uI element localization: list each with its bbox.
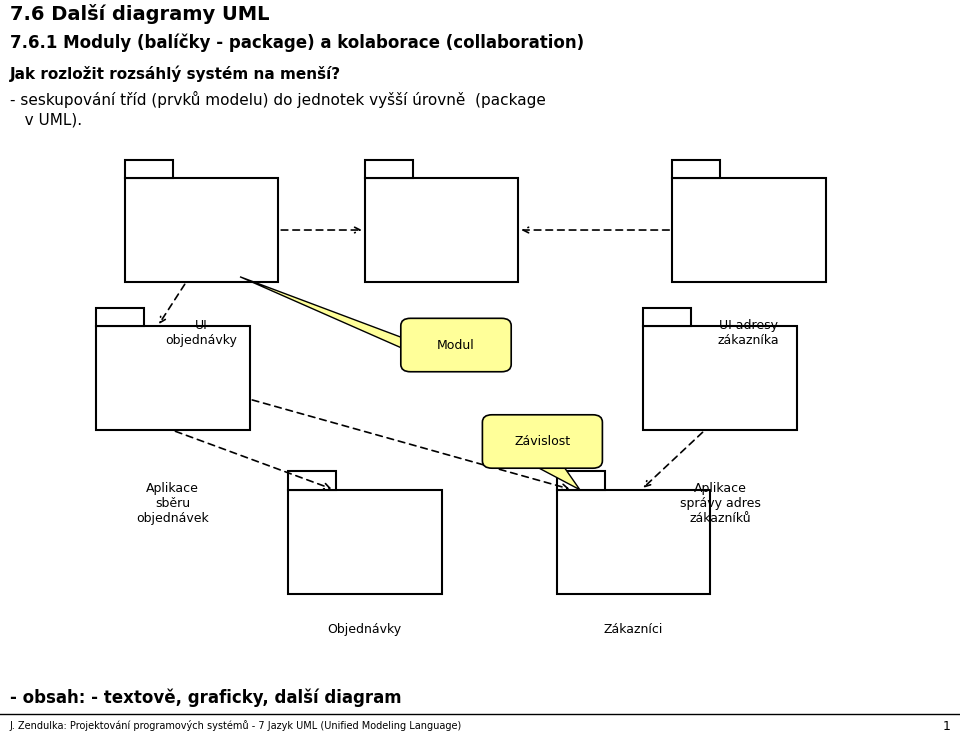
Text: Aplikace
správy adres
zákazníků: Aplikace správy adres zákazníků [680,482,760,525]
Text: AWT: AWT [427,319,456,332]
FancyBboxPatch shape [288,490,442,594]
Text: UI adresy
zákazníka: UI adresy zákazníka [718,319,780,347]
Text: Zákazníci: Zákazníci [604,623,663,637]
Text: J. Zendulka: Projektování programových systémů - 7 Jazyk UML (Unified Modeling L: J. Zendulka: Projektování programových s… [10,720,462,731]
Polygon shape [240,277,473,364]
Text: Modul: Modul [437,338,475,352]
Text: 7.6 Další diagramy UML: 7.6 Další diagramy UML [10,4,269,24]
FancyBboxPatch shape [288,471,336,490]
Text: Závislost: Závislost [515,435,570,448]
FancyBboxPatch shape [400,318,511,372]
FancyBboxPatch shape [643,326,797,430]
FancyBboxPatch shape [672,160,720,178]
FancyBboxPatch shape [482,415,603,468]
FancyBboxPatch shape [365,178,518,282]
FancyBboxPatch shape [643,308,691,326]
Text: UI
objednávky: UI objednávky [166,319,237,347]
FancyBboxPatch shape [125,178,278,282]
FancyBboxPatch shape [365,160,413,178]
FancyBboxPatch shape [557,471,605,490]
Text: v UML).: v UML). [10,113,82,128]
FancyBboxPatch shape [96,326,250,430]
FancyBboxPatch shape [672,178,826,282]
FancyBboxPatch shape [96,308,144,326]
Text: Aplikace
sběru
objednávek: Aplikace sběru objednávek [136,482,209,525]
Text: Jak rozložit rozsáhlý systém na menší?: Jak rozložit rozsáhlý systém na menší? [10,65,341,82]
Text: - obsah: - textově, graficky, další diagram: - obsah: - textově, graficky, další diag… [10,689,401,707]
Polygon shape [525,461,580,490]
Text: 7.6.1 Moduly (balíčky - package) a kolaborace (collaboration): 7.6.1 Moduly (balíčky - package) a kolab… [10,33,584,52]
FancyBboxPatch shape [125,160,173,178]
FancyBboxPatch shape [557,490,710,594]
Text: Objednávky: Objednávky [327,623,402,637]
Text: - seskupování tříd (prvků modelu) do jednotek vyšší úrovně  (package: - seskupování tříd (prvků modelu) do jed… [10,91,545,108]
Text: 1: 1 [943,720,950,733]
